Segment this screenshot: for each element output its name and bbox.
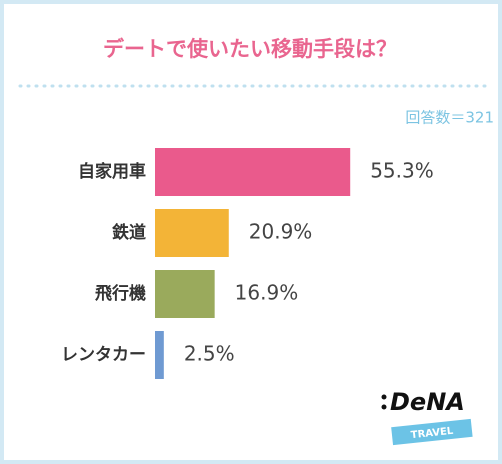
- value-label: 20.9%: [249, 220, 313, 244]
- category-label: 飛行機: [94, 283, 146, 304]
- bar: [155, 148, 351, 196]
- category-label: 自家用車: [78, 161, 146, 182]
- category-label: 鉄道: [112, 222, 146, 243]
- value-label: 55.3%: [370, 159, 434, 183]
- category-label: レンタカー: [61, 345, 146, 365]
- logo: DeNA TRAVEL: [381, 388, 473, 446]
- value-label: 2.5%: [184, 342, 235, 366]
- logo-banner: [391, 418, 473, 446]
- logo-dot: [381, 404, 387, 410]
- logo-brand: DeNA: [390, 388, 465, 416]
- value-label: 16.9%: [235, 281, 299, 305]
- logo-sub: TRAVEL: [410, 426, 454, 441]
- bar: [155, 209, 229, 257]
- bar: [155, 331, 164, 379]
- annotation: 回答数＝321: [405, 109, 494, 127]
- chart-title: デートで使いたい移動手段は？: [103, 37, 397, 61]
- bar: [155, 270, 215, 318]
- logo-dot: [381, 394, 387, 400]
